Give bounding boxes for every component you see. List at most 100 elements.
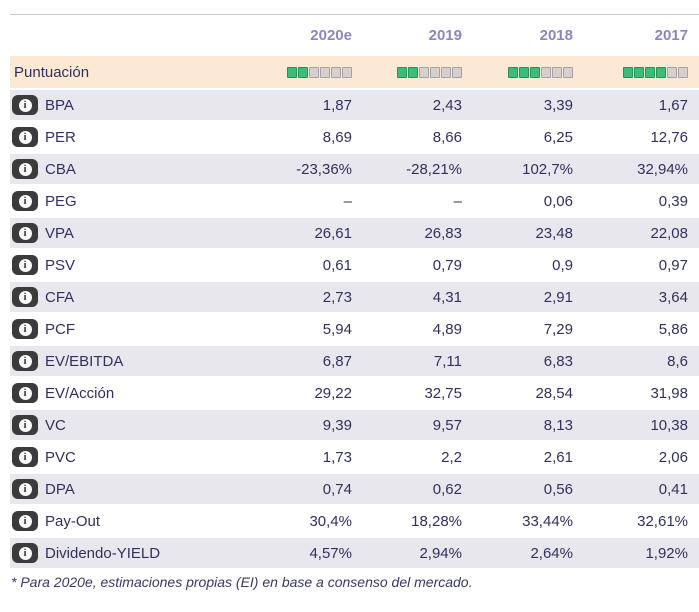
metric-value: 0,56 (543, 480, 573, 498)
rating-square-filled (519, 66, 529, 78)
table-row-pvc: i PVC 1,73 2,2 2,61 2,06 (10, 442, 699, 472)
metric-label: PCF (45, 320, 75, 338)
column-header-2019: 2019 (428, 27, 462, 44)
metric-value: 23,48 (535, 224, 573, 242)
info-icon[interactable]: i (12, 543, 38, 563)
metric-value: 0,06 (543, 192, 573, 210)
info-icon-glyph: i (18, 162, 32, 176)
score-row: Puntuación (10, 56, 699, 88)
metric-value: 32,94% (637, 160, 688, 178)
metric-value: 22,08 (650, 224, 688, 242)
metric-value: 8,13 (543, 416, 573, 434)
table-row-cfa: i CFA 2,73 4,31 2,91 3,64 (10, 282, 699, 312)
metric-value: 2,06 (658, 448, 688, 466)
metric-value: 9,39 (322, 416, 352, 434)
info-icon[interactable]: i (12, 127, 38, 147)
info-icon[interactable]: i (12, 415, 38, 435)
rating-square-empty (342, 66, 352, 78)
info-icon-glyph: i (18, 514, 32, 528)
table-row-ev-ebitda: i EV/EBITDA 6,87 7,11 6,83 8,6 (10, 346, 699, 376)
metric-value: 1,87 (322, 96, 352, 114)
metric-value: 4,89 (432, 320, 462, 338)
metric-value: 5,86 (658, 320, 688, 338)
metric-label-cell: i PVC (12, 447, 242, 467)
info-icon-glyph: i (18, 322, 32, 336)
metric-value: 29,22 (314, 384, 352, 402)
footnote: * Para 2020e, estimaciones propias (EI) … (11, 574, 473, 590)
metric-label-cell: i EV/EBITDA (12, 351, 242, 371)
metric-label: DPA (45, 480, 75, 498)
rating-square-empty (441, 66, 451, 78)
info-icon[interactable]: i (12, 479, 38, 499)
metric-value: 7,11 (433, 352, 462, 370)
rating-square-empty (678, 66, 688, 78)
rating-2017 (573, 66, 688, 78)
metric-value: 0,9 (552, 256, 573, 274)
info-icon[interactable]: i (12, 383, 38, 403)
table-row-psv: i PSV 0,61 0,79 0,9 0,97 (10, 250, 699, 280)
rating-square-filled (623, 66, 633, 78)
metric-value: – (453, 192, 462, 210)
metric-value: 1,92% (645, 544, 688, 562)
info-icon[interactable]: i (12, 351, 38, 371)
metric-value: 26,61 (314, 224, 352, 242)
metric-value: 0,41 (658, 480, 688, 498)
metric-label-cell: i VC (12, 415, 242, 435)
metric-label: CBA (45, 160, 76, 178)
info-icon[interactable]: i (12, 255, 38, 275)
info-icon[interactable]: i (12, 447, 38, 467)
metric-label: VC (45, 416, 66, 434)
info-icon[interactable]: i (12, 95, 38, 115)
table-row-bpa: i BPA 1,87 2,43 3,39 1,67 (10, 90, 699, 120)
info-icon[interactable]: i (12, 511, 38, 531)
metric-value: 0,79 (432, 256, 462, 274)
metric-value: 2,73 (322, 288, 352, 306)
info-icon[interactable]: i (12, 191, 38, 211)
metric-value: 4,31 (432, 288, 462, 306)
valuation-table: 2020e 2019 2018 2017 Puntuación i BPA 1,… (10, 14, 699, 590)
rating-square-empty (563, 66, 573, 78)
table-row-pcf: i PCF 5,94 4,89 7,29 5,86 (10, 314, 699, 344)
table-row-cba: i CBA -23,36% -28,21% 102,7% 32,94% (10, 154, 699, 184)
rating-square-filled (634, 66, 644, 78)
metric-value: 6,87 (322, 352, 352, 370)
metric-label-cell: i CBA (12, 159, 242, 179)
metric-label-cell: i PER (12, 127, 242, 147)
rating-square-filled (645, 66, 655, 78)
metric-value: 2,91 (543, 288, 573, 306)
metric-label: BPA (45, 96, 74, 114)
info-icon[interactable]: i (12, 223, 38, 243)
metric-label-cell: i Dividendo-YIELD (12, 543, 242, 563)
metric-label: Pay-Out (45, 512, 101, 530)
metric-label: EV/Acción (45, 384, 115, 402)
metric-value: 10,38 (650, 416, 688, 434)
info-icon-glyph: i (18, 546, 32, 560)
rating-square-empty (452, 66, 462, 78)
metric-label-cell: i DPA (12, 479, 242, 499)
info-icon[interactable]: i (12, 319, 38, 339)
metric-label-cell: i CFA (12, 287, 242, 307)
metric-label: EV/EBITDA (45, 352, 124, 370)
metric-value: 30,4% (309, 512, 352, 530)
metric-value: 8,6 (667, 352, 688, 370)
rating-2019 (352, 66, 462, 78)
metric-value: 2,2 (441, 448, 462, 466)
metric-value: 0,62 (432, 480, 462, 498)
info-icon[interactable]: i (12, 159, 38, 179)
info-icon[interactable]: i (12, 287, 38, 307)
info-icon-glyph: i (18, 450, 32, 464)
rating-square-filled (408, 66, 418, 78)
table-row-payout: i Pay-Out 30,4% 18,28% 33,44% 32,61% (10, 506, 699, 536)
rating-square-empty (331, 66, 341, 78)
column-header-2020e: 2020e (310, 27, 352, 44)
table-row-vpa: i VPA 26,61 26,83 23,48 22,08 (10, 218, 699, 248)
rating-square-empty (320, 66, 330, 78)
metric-value: 1,73 (322, 448, 352, 466)
metric-value: 7,29 (543, 320, 573, 338)
metric-value: 31,98 (650, 384, 688, 402)
metric-value: 0,74 (322, 480, 352, 498)
rating-square-empty (552, 66, 562, 78)
info-icon-glyph: i (18, 258, 32, 272)
metric-value: 32,75 (424, 384, 462, 402)
table-row-dividendo-yield: i Dividendo-YIELD 4,57% 2,94% 2,64% 1,92… (10, 538, 699, 568)
